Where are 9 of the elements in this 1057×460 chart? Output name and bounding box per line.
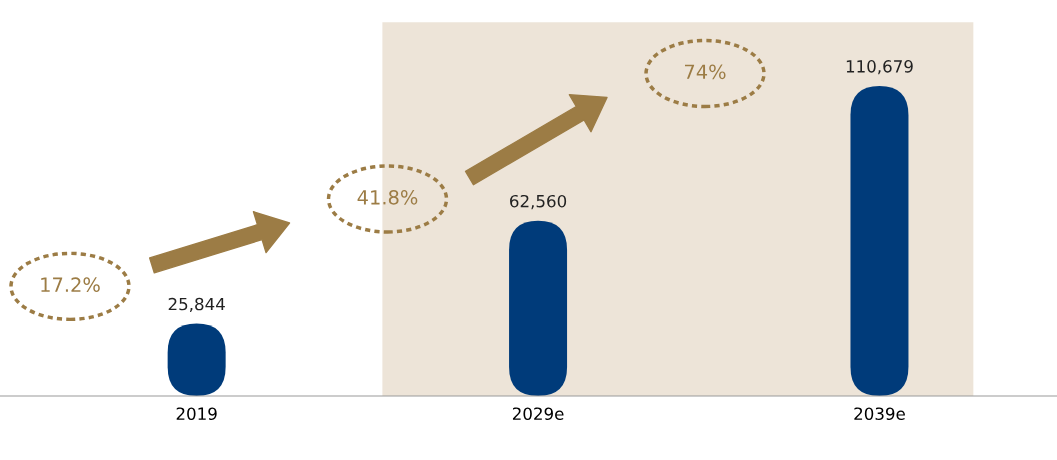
data-label: 110,679 [846, 60, 913, 75]
x-tick-label: 2019 [176, 407, 217, 421]
data-label: 62,560 [510, 194, 567, 210]
data-label: 25,844 [168, 297, 225, 313]
text: 74% [684, 64, 726, 80]
x-tick-label: 2039e [854, 407, 905, 421]
x-tick-label: 2029e [512, 407, 564, 421]
annotation: 41.8% [357, 189, 418, 205]
annotation: 17.2% [41, 277, 100, 293]
